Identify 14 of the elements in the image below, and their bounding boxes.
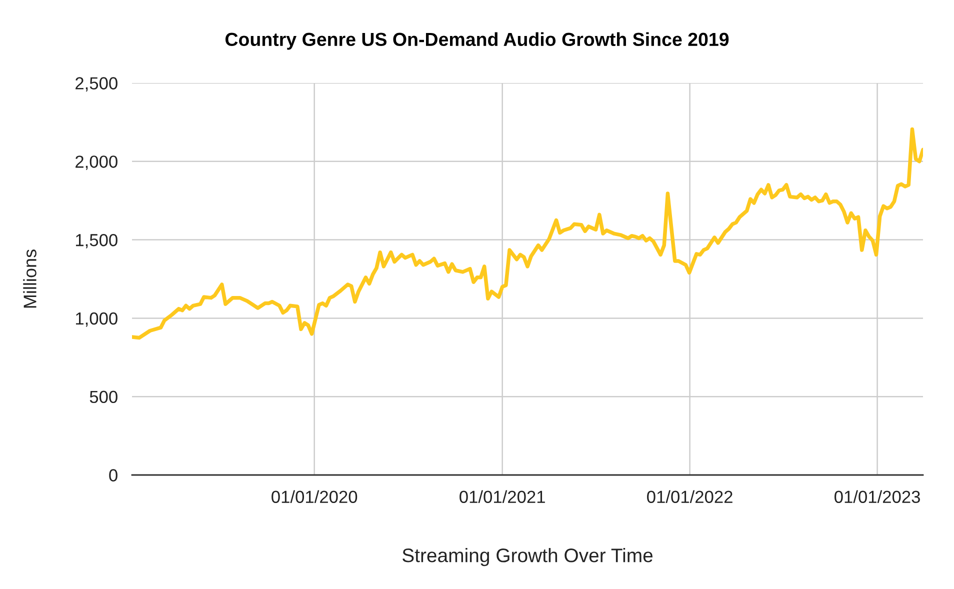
y-axis-title: Millions	[23, 250, 36, 308]
x-tick-label: 01/01/2023	[834, 490, 920, 504]
line-series	[132, 127, 923, 340]
y-tick-label: 0	[109, 469, 118, 482]
chart-title: Country Genre US On-Demand Audio Growth Since 2019	[225, 32, 729, 50]
y-tick-label: 2,000	[76, 156, 118, 170]
x-axis-title: Streaming Growth Over Time	[402, 548, 653, 566]
y-tick-label: 1,000	[76, 312, 118, 327]
x-tick-label: 01/01/2021	[460, 490, 545, 504]
x-tick-label: 01/01/2022	[647, 490, 732, 504]
x-tick-label: 01/01/2020	[272, 490, 358, 504]
y-tick-label: 2,500	[76, 77, 118, 92]
y-tick-label: 1,500	[76, 234, 118, 248]
y-tick-label: 500	[90, 390, 118, 404]
